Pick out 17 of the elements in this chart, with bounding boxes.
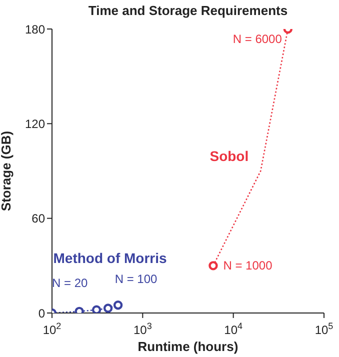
annotation: N = 100 <box>114 272 158 286</box>
chart-title: Time and Storage Requirements <box>87 3 289 18</box>
x-tick-label: 10$^{4}$ <box>224 321 243 337</box>
x-tick-label: 10$^{3}$ <box>133 321 152 337</box>
annotation: N = 6000 <box>232 32 282 46</box>
x-axis-title: Runtime (hours) <box>138 339 238 354</box>
annotation: N = 20 <box>52 276 88 290</box>
x-tick-label: 10$^{5}$ <box>314 321 334 337</box>
y-tick-label: 0 <box>38 306 46 320</box>
text: Method of Morris <box>53 250 168 266</box>
y-axis-title: Storage (GB) <box>0 130 14 212</box>
y-tick-label: 120 <box>24 116 46 131</box>
annotation: N = 1000 <box>223 258 273 273</box>
y-tick-label: 60 <box>32 212 46 226</box>
y-tick-label: 180 <box>24 22 46 36</box>
x-tick-label: 10$^{2}$ <box>42 321 62 337</box>
series-label: Sobol <box>210 148 249 164</box>
